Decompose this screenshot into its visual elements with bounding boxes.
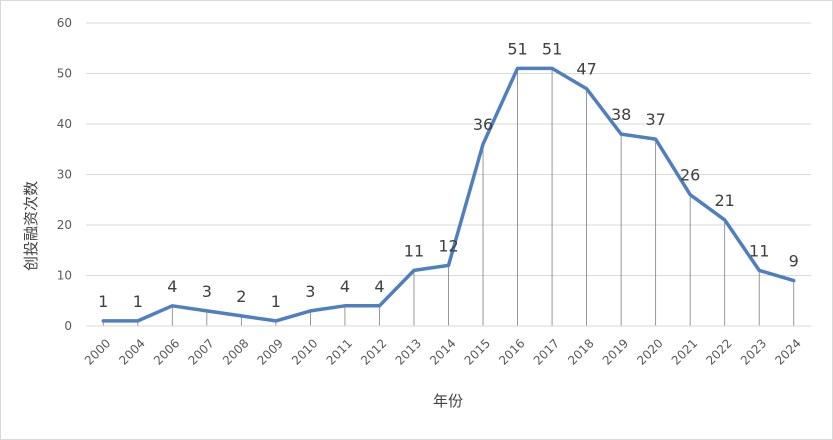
data-label: 36 <box>473 115 493 134</box>
y-tick-label: 60 <box>57 16 72 30</box>
x-axis-title: 年份 <box>433 392 463 410</box>
data-label: 1 <box>133 292 143 311</box>
x-tick-label: 2016 <box>496 336 527 367</box>
x-tick-label: 2024 <box>772 336 803 367</box>
x-tick-label: 2009 <box>255 336 286 367</box>
data-label: 9 <box>789 252 799 271</box>
data-label: 12 <box>438 236 458 255</box>
y-tick-label: 20 <box>57 218 72 232</box>
x-tick-label: 2006 <box>151 336 182 367</box>
x-tick-label: 2019 <box>600 336 631 367</box>
x-tick-label: 2000 <box>82 336 113 367</box>
data-label: 37 <box>645 110 665 129</box>
data-label: 38 <box>611 105 631 124</box>
data-label: 2 <box>236 287 246 306</box>
x-tick-label: 2022 <box>703 336 734 367</box>
x-tick-label: 2023 <box>738 336 769 367</box>
drop-lines <box>102 68 795 326</box>
data-label: 11 <box>749 241 769 260</box>
data-label: 3 <box>202 282 212 301</box>
y-tick-label: 10 <box>57 269 72 283</box>
y-axis-title: 创投融资次数 <box>22 181 40 271</box>
x-tick-label: 2004 <box>116 336 147 367</box>
data-label: 26 <box>680 166 700 185</box>
x-tick-label: 2011 <box>324 336 355 367</box>
series-line <box>101 66 796 323</box>
data-label: 21 <box>715 191 735 210</box>
data-label: 1 <box>271 292 281 311</box>
x-tick-label: 2012 <box>358 336 389 367</box>
data-label: 47 <box>576 60 596 79</box>
data-label: 51 <box>542 39 562 58</box>
y-tick-labels: 0 10 20 30 40 50 60 <box>57 16 72 333</box>
x-tick-labels: 2000 2004 2006 2007 2008 2009 2010 2011 2012 2013… <box>82 336 804 367</box>
x-tick-label: 2021 <box>669 336 700 367</box>
data-label: 3 <box>305 282 315 301</box>
x-tick-label: 2020 <box>634 336 665 367</box>
data-label: 4 <box>340 277 350 296</box>
y-tick-label: 50 <box>57 67 72 81</box>
x-tick-label: 2008 <box>220 336 251 367</box>
y-tick-label: 30 <box>57 168 72 182</box>
data-label: 1 <box>98 292 108 311</box>
x-tick-label: 2014 <box>427 336 458 367</box>
x-tick-label: 2007 <box>185 336 216 367</box>
x-tick-label: 2015 <box>462 336 493 367</box>
data-label: 11 <box>404 241 424 260</box>
data-label: 4 <box>167 277 177 296</box>
data-label: 51 <box>507 39 527 58</box>
x-tick-label: 2010 <box>289 336 320 367</box>
x-tick-label: 2013 <box>393 336 424 367</box>
y-tick-label: 40 <box>57 117 72 131</box>
x-tick-label: 2017 <box>531 336 562 367</box>
x-tick-label: 2018 <box>565 336 596 367</box>
series-line-group <box>101 66 796 323</box>
y-tick-label: 0 <box>64 319 72 333</box>
data-label: 4 <box>374 277 384 296</box>
